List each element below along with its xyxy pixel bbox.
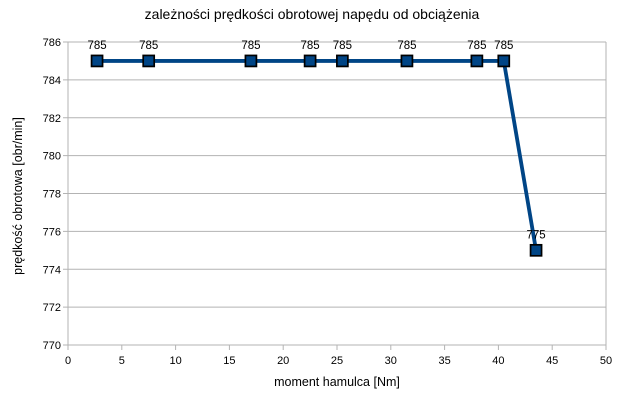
- x-tick-label: 20: [277, 355, 289, 367]
- data-point-marker: [244, 54, 258, 68]
- x-tick-label: 30: [385, 355, 397, 367]
- data-point-marker: [336, 54, 349, 68]
- data-point-label: 785: [139, 40, 158, 52]
- x-tick-label: 25: [331, 355, 343, 367]
- data-point-label: 775: [526, 229, 545, 241]
- x-axis-title: moment hamulca [Nm]: [274, 375, 400, 389]
- data-point-label: 785: [301, 40, 320, 52]
- data-point-marker: [142, 54, 156, 68]
- y-tick-label: 782: [43, 113, 61, 125]
- x-tick-label: 5: [119, 355, 125, 367]
- data-point-marker: [529, 243, 543, 257]
- data-point-label: 785: [333, 40, 352, 52]
- x-tick-label: 45: [546, 355, 558, 367]
- data-point-label: 785: [467, 40, 486, 52]
- chart-title: zależności prędkości obrotowej napędu od…: [144, 6, 480, 22]
- data-point-marker: [90, 54, 104, 68]
- data-point-marker: [303, 54, 317, 68]
- data-point-marker: [400, 54, 414, 68]
- data-point-label: 785: [494, 40, 513, 52]
- x-tick-label: 15: [223, 355, 235, 367]
- x-tick-label: 35: [438, 355, 450, 367]
- x-tick-label: 40: [492, 355, 504, 367]
- y-tick-label: 770: [43, 340, 61, 352]
- y-axis-title: prędkość obrotowa [obr/min]: [11, 117, 25, 275]
- y-tick-label: 786: [43, 37, 61, 49]
- y-tick-label: 772: [43, 302, 61, 314]
- y-tick-label: 780: [43, 151, 61, 163]
- data-point-label: 785: [241, 40, 260, 52]
- data-point-label: 785: [397, 40, 416, 52]
- x-tick-label: 10: [169, 355, 181, 367]
- y-tick-label: 784: [43, 75, 61, 87]
- data-point-marker: [470, 54, 484, 68]
- data-point-label: 785: [87, 40, 106, 52]
- y-tick-label: 776: [43, 226, 61, 238]
- x-tick-label: 0: [65, 355, 71, 367]
- x-tick-label: 50: [600, 355, 612, 367]
- data-point-marker: [497, 54, 511, 68]
- y-tick-label: 774: [43, 264, 61, 276]
- y-tick-label: 778: [43, 189, 61, 201]
